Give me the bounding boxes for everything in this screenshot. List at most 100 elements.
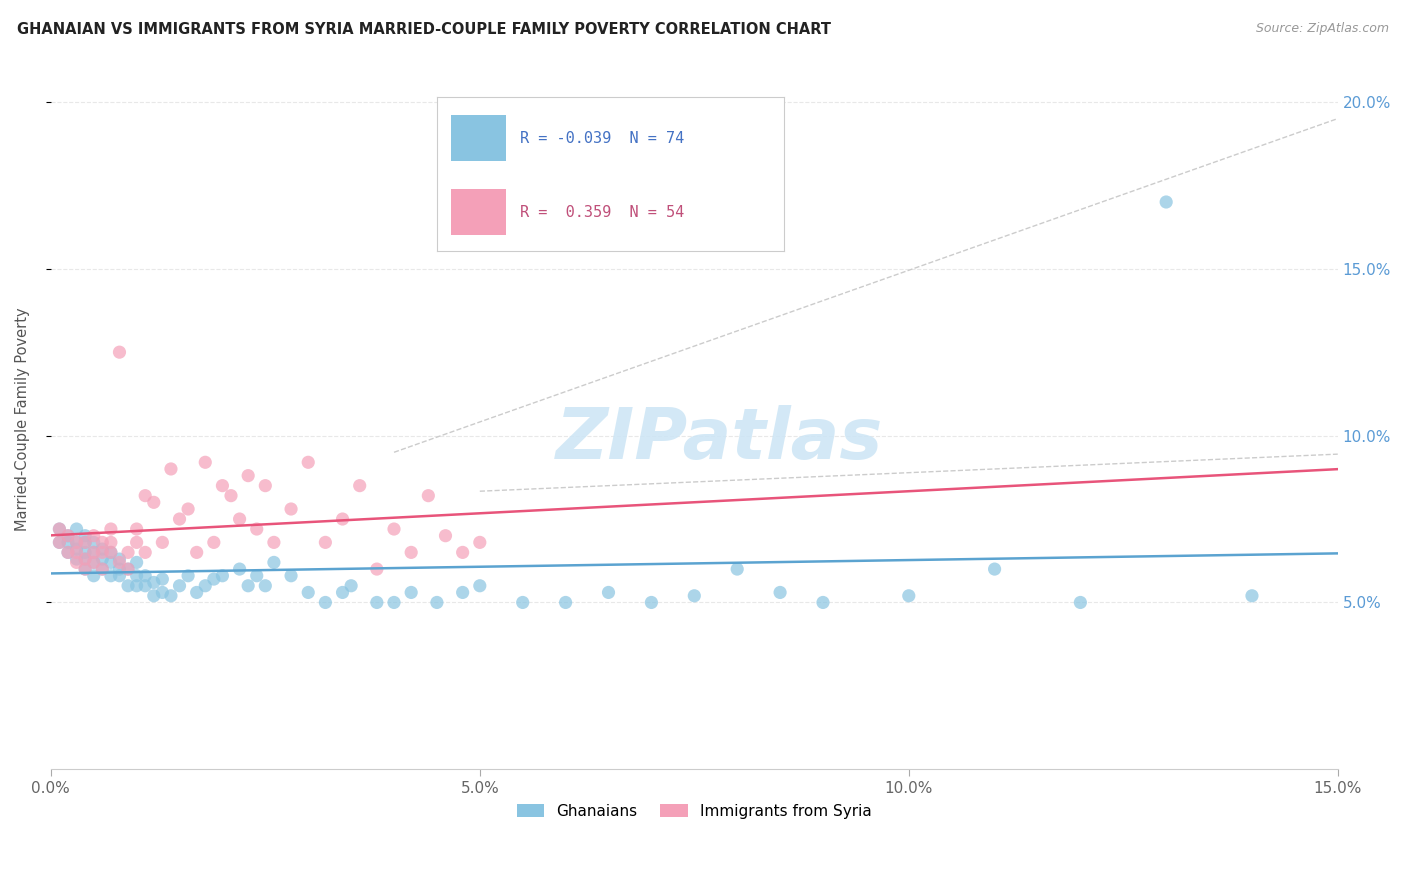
Point (56, 545, 79, 559)
Point (297, 585, 319, 599)
Point (297, 455, 319, 469)
Point (91, 545, 114, 559)
Text: Source: ZipAtlas.com: Source: ZipAtlas.com (1256, 22, 1389, 36)
Point (75, 535, 97, 549)
Point (382, 595, 405, 609)
Point (117, 579, 139, 593)
Point (108, 562, 131, 576)
Point (332, 585, 354, 599)
Point (75, 529, 97, 543)
Point (134, 568, 156, 582)
Point (91, 552, 114, 566)
Point (65, 535, 87, 549)
Point (65, 552, 87, 566)
Point (150, 572, 173, 586)
Point (238, 468, 260, 483)
Point (349, 478, 371, 492)
Point (117, 545, 139, 559)
Point (65, 542, 87, 557)
Point (280, 568, 302, 582)
Point (254, 579, 277, 593)
Point (134, 489, 156, 503)
Point (1240, 589, 1263, 603)
Point (434, 529, 457, 543)
Point (160, 589, 183, 603)
Point (125, 535, 148, 549)
Point (108, 552, 131, 566)
Point (65, 522, 87, 536)
Point (332, 512, 354, 526)
Point (125, 555, 148, 569)
Point (56, 545, 79, 559)
Point (134, 545, 156, 559)
Point (108, 568, 131, 582)
Point (254, 478, 277, 492)
Point (897, 589, 920, 603)
Point (169, 512, 191, 526)
Point (65, 545, 87, 559)
Point (75, 562, 97, 576)
Point (91, 562, 114, 576)
Point (117, 562, 139, 576)
Point (75, 562, 97, 576)
Point (150, 585, 173, 599)
Point (100, 535, 122, 549)
Point (211, 478, 233, 492)
Point (263, 555, 285, 569)
Point (177, 502, 200, 516)
Point (83, 555, 105, 569)
Point (194, 579, 217, 593)
Point (314, 535, 336, 549)
Point (117, 562, 139, 576)
Point (399, 545, 422, 559)
Point (186, 545, 208, 559)
Point (75, 535, 97, 549)
Point (134, 579, 156, 593)
Point (100, 545, 122, 559)
Point (451, 585, 474, 599)
Point (125, 579, 148, 593)
Y-axis label: Married-Couple Family Poverty: Married-Couple Family Poverty (15, 307, 30, 531)
Point (125, 522, 148, 536)
Point (100, 545, 122, 559)
Point (83, 535, 105, 549)
Point (83, 568, 105, 582)
Point (983, 562, 1005, 576)
Point (108, 555, 131, 569)
Point (263, 535, 285, 549)
Point (640, 595, 662, 609)
Point (202, 572, 225, 586)
Point (451, 545, 474, 559)
Point (48, 535, 70, 549)
Point (177, 568, 200, 582)
Point (683, 589, 706, 603)
Point (75, 552, 97, 566)
Point (238, 579, 260, 593)
Point (202, 535, 225, 549)
Point (91, 542, 114, 557)
Point (108, 345, 131, 359)
Point (725, 562, 748, 576)
Point (314, 595, 336, 609)
Point (142, 575, 165, 590)
Point (48, 522, 70, 536)
Point (280, 502, 302, 516)
Point (468, 579, 491, 593)
Point (246, 568, 269, 582)
Point (1154, 194, 1177, 209)
Text: ZIPatlas: ZIPatlas (557, 406, 884, 475)
Point (811, 595, 834, 609)
Point (366, 595, 388, 609)
Point (83, 545, 105, 559)
Point (56, 529, 79, 543)
Legend: Ghanaians, Immigrants from Syria: Ghanaians, Immigrants from Syria (510, 797, 877, 825)
Point (194, 455, 217, 469)
Point (100, 522, 122, 536)
Point (56, 535, 79, 549)
Point (91, 562, 114, 576)
Point (228, 562, 250, 576)
Point (512, 595, 534, 609)
Text: GHANAIAN VS IMMIGRANTS FROM SYRIA MARRIED-COUPLE FAMILY POVERTY CORRELATION CHAR: GHANAIAN VS IMMIGRANTS FROM SYRIA MARRIE… (17, 22, 831, 37)
Point (83, 545, 105, 559)
Point (83, 555, 105, 569)
